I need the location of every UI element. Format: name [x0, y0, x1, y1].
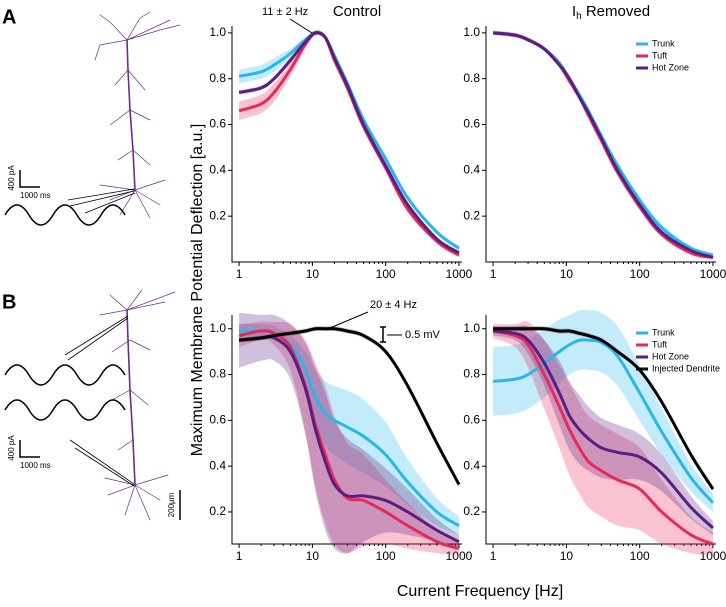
legend-label: Hot Zone [652, 351, 689, 361]
error-band [493, 325, 713, 535]
stimulus-wave [4, 364, 126, 386]
y-tick-label: 0.6 [463, 117, 480, 131]
stimulus-wave [4, 204, 126, 226]
error-band [239, 30, 459, 251]
scale-bar [19, 440, 40, 458]
y-tick-label: 1.0 [209, 321, 226, 335]
x-tick-label: 100 [376, 549, 396, 563]
neuron-morphology [67, 11, 181, 219]
y-tick-label: 0.2 [463, 208, 480, 222]
scale-bar [380, 326, 386, 343]
y-tick-label: 0.6 [463, 413, 480, 427]
legend-label: Trunk [652, 38, 675, 48]
axis-line [231, 26, 462, 263]
series-line [238, 327, 461, 486]
scale-label: 1000 ms [20, 461, 51, 470]
annotation: 20 ± 4 Hz [370, 299, 417, 311]
chart-title: Control [333, 3, 381, 20]
x-tick-label: 100 [630, 267, 650, 281]
legend-label: Tuft [652, 339, 668, 349]
y-tick-label: 0.2 [209, 208, 226, 222]
y-tick-label: 1.0 [209, 25, 226, 39]
x-tick-label: 10 [306, 267, 320, 281]
x-tick-label: 1000 [446, 267, 473, 281]
series-line [238, 31, 460, 255]
y-tick-label: 0.6 [209, 117, 226, 131]
legend-label: Trunk [652, 327, 675, 337]
x-tick-label: 10 [560, 549, 574, 563]
x-tick-label: 1000 [700, 549, 726, 563]
scale-label: 400 pA [7, 435, 16, 461]
title-text: I [572, 3, 576, 20]
series-line [492, 329, 714, 546]
x-tick-label: 1000 [446, 549, 473, 563]
scale-label: 1000 ms [20, 191, 51, 200]
title-text: Removed [582, 3, 650, 20]
x-tick-label: 1 [236, 267, 243, 281]
legend-label: Injected Dendrite [652, 363, 720, 373]
scale-bar [19, 170, 40, 188]
y-tick-label: 0.2 [463, 504, 480, 518]
title-text: Control [333, 3, 381, 20]
y-tick-label: 0.4 [209, 458, 226, 472]
series-line [492, 31, 714, 259]
y-tick-label: 0.4 [209, 163, 226, 177]
y-tick-label: 0.2 [209, 504, 226, 518]
series-line [238, 31, 460, 250]
y-tick-label: 0.6 [209, 413, 226, 427]
annotation: 11 ± 2 Hz [262, 6, 308, 18]
y-axis-label: Maximum Membrane Potential Deflection [a… [189, 124, 206, 457]
y-tick-label: 1.0 [463, 321, 480, 335]
neuron-morphology [64, 289, 176, 521]
title-subscript: h [576, 11, 582, 22]
y-tick-label: 0.4 [463, 163, 480, 177]
scale-label: 200μm [167, 492, 176, 517]
panel-label: B [2, 291, 16, 313]
legend-label: Hot Zone [652, 62, 689, 72]
y-tick-label: 1.0 [463, 25, 480, 39]
y-tick-label: 0.4 [463, 458, 480, 472]
x-tick-label: 1 [236, 549, 243, 563]
stimulus-wave [4, 399, 126, 421]
x-tick-label: 100 [376, 267, 396, 281]
series-line [238, 335, 460, 544]
legend-label: Tuft [652, 50, 668, 60]
x-tick-label: 1 [490, 549, 497, 563]
panel-label: A [2, 6, 16, 28]
chart-title: Ih Removed [572, 3, 650, 22]
series-line [492, 329, 714, 530]
scale-label: 400 pA [7, 165, 16, 191]
x-tick-label: 1 [490, 267, 497, 281]
x-axis-label: Current Frequency [Hz] [397, 583, 563, 600]
x-tick-label: 100 [630, 549, 650, 563]
x-tick-label: 10 [560, 267, 574, 281]
series-line [492, 338, 715, 504]
error-band [239, 312, 459, 554]
y-tick-label: 0.8 [463, 367, 480, 381]
x-tick-label: 1000 [700, 267, 726, 281]
annotation-line [329, 311, 369, 329]
y-tick-label: 0.8 [209, 367, 226, 381]
error-band [239, 321, 459, 556]
series-line [493, 327, 715, 490]
annotation: 0.5 mV [405, 329, 441, 341]
x-tick-label: 10 [306, 549, 320, 563]
annotation-line [289, 18, 313, 34]
y-tick-label: 0.8 [463, 71, 480, 85]
y-tick-label: 0.8 [209, 71, 226, 85]
